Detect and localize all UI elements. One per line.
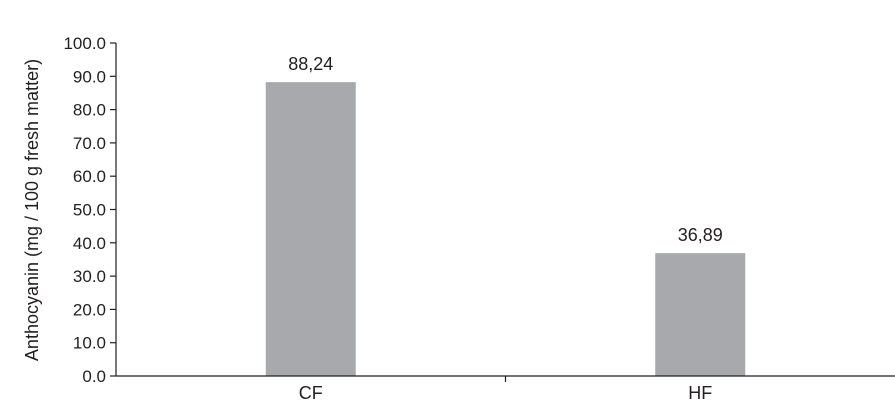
data-label-cf: 88,24 <box>288 54 333 74</box>
bars: 88,24 36,89 <box>265 54 746 376</box>
bar-hf <box>655 253 746 376</box>
y-tick-label: 30.0 <box>73 267 106 286</box>
y-tick-label: 40.0 <box>73 234 106 253</box>
x-tick-label: CF <box>299 383 323 403</box>
x-axis: CF HF <box>299 376 712 403</box>
y-tick-label: 80.0 <box>73 101 106 120</box>
y-tick-label: 90.0 <box>73 67 106 86</box>
y-tick-label: 50.0 <box>73 201 106 220</box>
y-tick-label: 100.0 <box>63 34 106 53</box>
bar-cf <box>265 82 356 376</box>
y-tick-label: 20.0 <box>73 300 106 319</box>
y-axis-title: Anthocyanin (mg / 100 g fresh matter) <box>22 59 42 361</box>
x-tick-label: HF <box>688 383 712 403</box>
y-tick-label: 0.0 <box>82 367 106 386</box>
y-axis-ticks: 0.0 10.0 20.0 30.0 40.0 50.0 60.0 70.0 80.0 90.0 1… <box>63 34 116 386</box>
y-tick-label: 70.0 <box>73 134 106 153</box>
y-tick-label: 10.0 <box>73 334 106 353</box>
data-label-hf: 36,89 <box>678 225 723 245</box>
y-tick-label: 60.0 <box>73 167 106 186</box>
